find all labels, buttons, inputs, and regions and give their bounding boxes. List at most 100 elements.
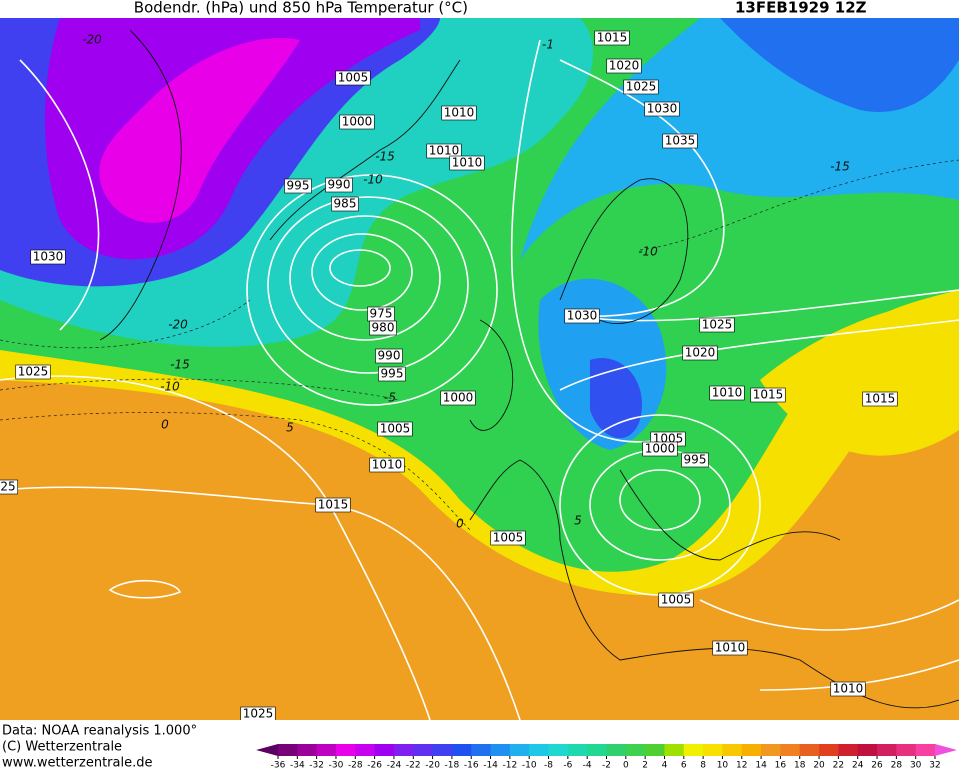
isobar-label-box — [658, 592, 694, 608]
colorbar-tick-label: -6 — [563, 761, 572, 770]
colorbar-tick-label: 8 — [700, 761, 706, 770]
isobar-label: 1030 — [33, 250, 64, 264]
temperature-label: 5 — [574, 514, 582, 528]
temperature-contours — [0, 159, 959, 531]
isobar-label: 1025 — [243, 707, 274, 721]
isobar-label-box — [830, 681, 866, 697]
isobar-label-box — [441, 105, 477, 121]
isobar-label-box — [284, 178, 312, 194]
fill-coldest — [99, 38, 300, 223]
isobar — [579, 289, 959, 322]
colorbar-tick-label: 20 — [813, 761, 825, 770]
colorbar-cell — [529, 744, 550, 756]
colorbar-arrow — [935, 744, 957, 756]
isobar-label: 1025 — [18, 365, 49, 379]
isobar-label: 1035 — [665, 134, 696, 148]
isobar-label-box — [440, 390, 476, 406]
colorbar-arrow — [256, 744, 278, 756]
colorbar-cell — [316, 744, 337, 756]
colorbar-cell — [606, 744, 627, 756]
isobar-label-box — [490, 530, 526, 546]
isobar-label-box — [377, 421, 413, 437]
isobar-label-box — [709, 385, 745, 401]
colorbar-tick-label: -14 — [483, 761, 498, 770]
map — [0, 18, 959, 721]
colorbar-tick-label: -28 — [348, 761, 363, 770]
isobar-label-box — [623, 79, 659, 95]
isobar-label-box — [699, 317, 735, 333]
isobar-label: 1005 — [338, 71, 369, 85]
isobar-label-box — [378, 366, 406, 382]
colorbar-cell — [567, 744, 588, 756]
isobar — [289, 215, 441, 341]
isobar — [559, 319, 959, 391]
colorbar-tick-label: -36 — [271, 761, 286, 770]
fill-colder-europe — [590, 358, 642, 439]
isobar-label: 975 — [370, 307, 393, 321]
colorbar-cell — [645, 744, 665, 756]
isobar-label: 985 — [334, 197, 357, 211]
isobar-label-box — [331, 196, 359, 212]
isobar-label-box — [339, 114, 375, 130]
isobar-label: 1015 — [865, 392, 896, 406]
colorbar-cell — [780, 744, 801, 756]
isobar — [246, 174, 498, 406]
colorbar-tick-label: -30 — [329, 761, 344, 770]
isobar-label-box — [426, 143, 462, 159]
isobar-label: 1015 — [318, 498, 349, 512]
colorbar-cell — [335, 744, 356, 756]
temperature-contour — [639, 159, 959, 251]
colorbar-tick-label: -22 — [406, 761, 421, 770]
colorbar-cell — [413, 744, 434, 756]
isobar-label: 1005 — [493, 531, 524, 545]
colorbar-cell — [915, 744, 936, 756]
isobar-label: 1010 — [452, 156, 483, 170]
colorbar-tick-label: 0 — [623, 761, 629, 770]
isobars — [0, 39, 959, 721]
temperature-label: -10 — [638, 245, 658, 259]
fill-east — [760, 300, 959, 456]
isobar-label: 1010 — [444, 106, 475, 120]
temperature-label: -20 — [168, 318, 188, 332]
footer-line: (C) Wetterzentrale — [2, 740, 122, 755]
isobar-label: 1000 — [342, 115, 373, 129]
isobar-label-box — [594, 30, 630, 46]
coastline — [469, 319, 514, 431]
isobar — [267, 196, 469, 374]
isobar — [559, 59, 725, 318]
isobar-label-box — [0, 479, 18, 495]
colorbar-tick-label: -2 — [602, 761, 611, 770]
colorbar-cell — [703, 744, 723, 756]
isobar-label-box — [369, 457, 405, 473]
temperature-label: -15 — [830, 160, 850, 174]
colorbar-tick-label: 2 — [642, 761, 648, 770]
isobar-label: 25 — [0, 480, 15, 494]
colorbar-cell — [587, 744, 607, 756]
isobar-label-box — [369, 320, 397, 336]
colorbar-cell — [877, 744, 897, 756]
isobar-label-box — [375, 348, 403, 364]
colorbar-cell — [819, 744, 839, 756]
temperature-label: -15 — [375, 150, 395, 164]
isobar-label: 1005 — [661, 593, 692, 607]
coastline — [559, 178, 689, 324]
map-date: 13FEB1929 12Z — [735, 0, 867, 17]
isobar-label: 1000 — [645, 442, 676, 456]
colorbar-cell — [761, 744, 781, 756]
isobar-label-box — [662, 133, 698, 149]
isobar-label-box — [449, 155, 485, 171]
isobar-label-box — [862, 391, 898, 407]
isobar-label: 1010 — [712, 386, 743, 400]
isobar-label: 1030 — [647, 102, 678, 116]
colorbar-cell — [664, 744, 685, 756]
colorbar-cell — [374, 744, 395, 756]
colorbar-tick-label: 30 — [910, 761, 922, 770]
colorbar-cell — [297, 744, 318, 756]
isobar — [699, 599, 959, 631]
temperature-label: 0 — [161, 418, 169, 432]
colorbar-cell — [857, 744, 878, 756]
colorbar: -36 -34 -32 -30 -28 -26 -24 -22 -20 -18 -16 -14 -12-… — [256, 744, 957, 770]
footer-line: Data: NOAA reanalysis 1.000° — [2, 724, 197, 739]
temperature-label: -5 — [384, 391, 396, 405]
isobar — [0, 375, 431, 721]
